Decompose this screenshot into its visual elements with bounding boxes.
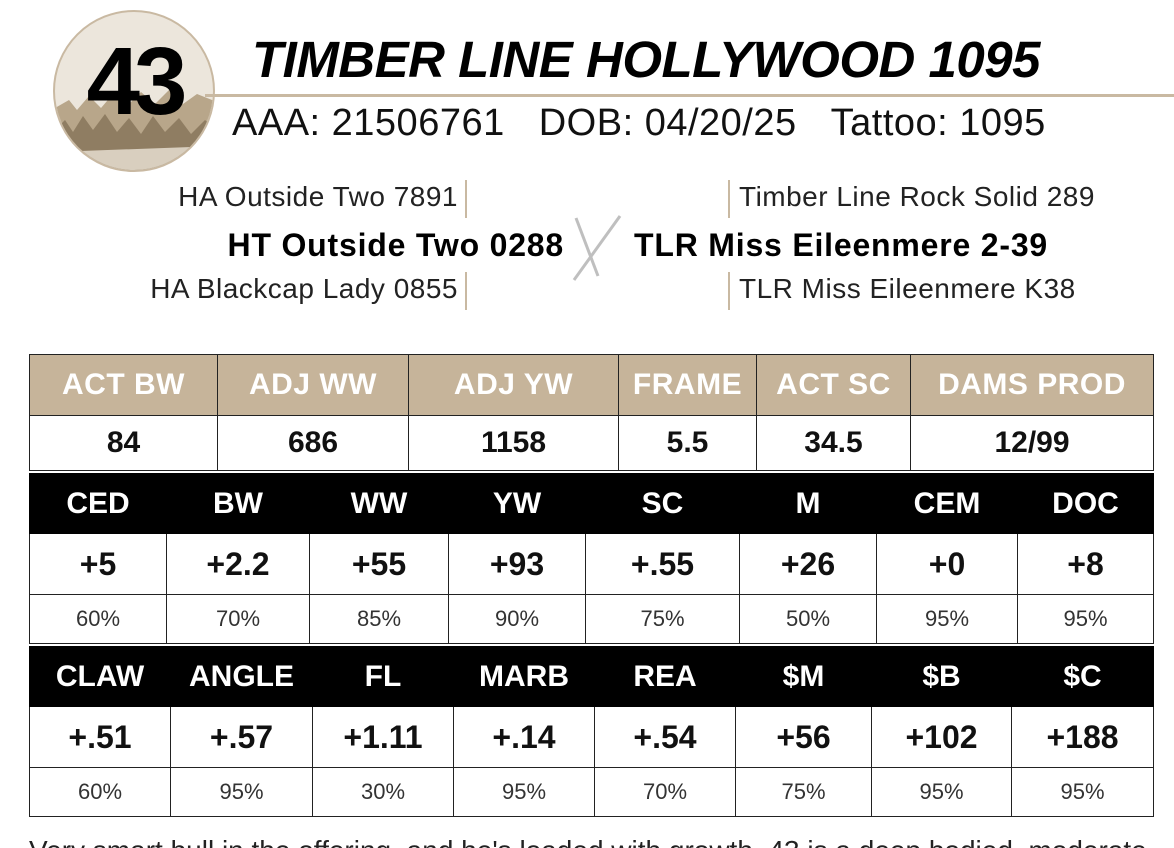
header-adj-yw: ADJ YW [408, 354, 619, 416]
value-doc: +8 [1017, 533, 1154, 595]
value-dollar-c: +188 [1011, 706, 1154, 768]
header-marb: MARB [453, 646, 595, 707]
animal-name: TIMBER LINE HOLLYWOOD 1095 [252, 31, 1040, 88]
percentile-bw: 70% [166, 594, 310, 644]
value-marb: +.14 [453, 706, 595, 768]
pedigree-dam-dam: TLR Miss Eileenmere K38 [739, 273, 1076, 304]
percentile-cem: 95% [876, 594, 1018, 644]
value-angle: +.57 [170, 706, 313, 768]
performance-header-row: ACT BW ADJ WW ADJ YW FRAME ACT SC DAMS P… [29, 354, 1154, 416]
value-dollar-m: +56 [735, 706, 872, 768]
percentile-dollar-b: 95% [871, 767, 1012, 817]
epd-value-row: +.51 +.57 +1.11 +.14 +.54 +56 +102 +188 [29, 706, 1154, 768]
value-yw: +93 [448, 533, 586, 595]
value-sc: +.55 [585, 533, 740, 595]
comments-text: Very smart bull in the offering, and he'… [29, 834, 1169, 848]
lot-number-badge: 43 [53, 10, 215, 172]
pedigree-bracket [465, 180, 467, 218]
header-yw: YW [448, 473, 586, 534]
lot-number: 43 [86, 28, 188, 135]
value-act-sc: 34.5 [756, 415, 911, 471]
header-ww: WW [309, 473, 449, 534]
pedigree-dam: TLR Miss Eileenmere 2-39 [634, 227, 1049, 263]
pedigree-cross-icon [572, 215, 622, 281]
value-act-bw: 84 [29, 415, 218, 471]
percentile-dollar-c: 95% [1011, 767, 1154, 817]
percentile-marb: 95% [453, 767, 595, 817]
header-act-bw: ACT BW [29, 354, 218, 416]
treeline-illustration [55, 90, 213, 170]
percentile-claw: 60% [29, 767, 171, 817]
registration-line: AAA: 21506761 DOB: 04/20/25 Tattoo: 1095 [232, 100, 1172, 146]
percentile-angle: 95% [170, 767, 313, 817]
percentile-ww: 85% [309, 594, 449, 644]
pedigree-dam-sire: Timber Line Rock Solid 289 [739, 181, 1095, 212]
epd-value-row: +5 +2.2 +55 +93 +.55 +26 +0 +8 [29, 533, 1154, 595]
title-divider [205, 94, 1174, 97]
header-dollar-b: $B [871, 646, 1012, 707]
value-dollar-b: +102 [871, 706, 1012, 768]
header-rea: REA [594, 646, 736, 707]
pedigree-bracket [465, 272, 467, 310]
performance-table: ACT BW ADJ WW ADJ YW FRAME ACT SC DAMS P… [29, 354, 1154, 471]
date-of-birth: DOB: 04/20/25 [538, 102, 797, 144]
value-ww: +55 [309, 533, 449, 595]
percentile-yw: 90% [448, 594, 586, 644]
value-adj-yw: 1158 [408, 415, 619, 471]
header-ced: CED [29, 473, 167, 534]
value-m: +26 [739, 533, 877, 595]
value-cem: +0 [876, 533, 1018, 595]
header-bw: BW [166, 473, 310, 534]
header-claw: CLAW [29, 646, 171, 707]
aaa-number: AAA: 21506761 [232, 102, 505, 144]
percentile-sc: 75% [585, 594, 740, 644]
epd-table-1: CED BW WW YW SC M CEM DOC +5 +2.2 +55 +9… [29, 473, 1154, 644]
epd-percentile-row: 60% 95% 30% 95% 70% 75% 95% 95% [29, 767, 1154, 817]
header-doc: DOC [1017, 473, 1154, 534]
percentile-doc: 95% [1017, 594, 1154, 644]
value-claw: +.51 [29, 706, 171, 768]
pedigree-sire: HT Outside Two 0288 [227, 227, 564, 263]
tattoo: Tattoo: 1095 [830, 102, 1046, 144]
value-dams-prod: 12/99 [910, 415, 1154, 471]
header-cem: CEM [876, 473, 1018, 534]
header-dams-prod: DAMS PROD [910, 354, 1154, 416]
performance-value-row: 84 686 1158 5.5 34.5 12/99 [29, 415, 1154, 471]
pedigree-bracket [728, 272, 730, 310]
header-sc: SC [585, 473, 740, 534]
header-act-sc: ACT SC [756, 354, 911, 416]
value-frame: 5.5 [618, 415, 757, 471]
percentile-rea: 70% [594, 767, 736, 817]
percentile-ced: 60% [29, 594, 167, 644]
value-fl: +1.11 [312, 706, 454, 768]
header-dollar-m: $M [735, 646, 872, 707]
epd-header-row: CED BW WW YW SC M CEM DOC [29, 473, 1154, 534]
header-fl: FL [312, 646, 454, 707]
percentile-fl: 30% [312, 767, 454, 817]
pedigree-sire-sire: HA Outside Two 7891 [178, 181, 458, 212]
value-ced: +5 [29, 533, 167, 595]
header-frame: FRAME [618, 354, 757, 416]
value-bw: +2.2 [166, 533, 310, 595]
header-m: M [739, 473, 877, 534]
pedigree-sire-dam: HA Blackcap Lady 0855 [150, 273, 458, 304]
epd-percentile-row: 60% 70% 85% 90% 75% 50% 95% 95% [29, 594, 1154, 644]
epd-table-2: CLAW ANGLE FL MARB REA $M $B $C +.51 +.5… [29, 646, 1154, 817]
header-adj-ww: ADJ WW [217, 354, 409, 416]
value-rea: +.54 [594, 706, 736, 768]
percentile-m: 50% [739, 594, 877, 644]
epd-header-row: CLAW ANGLE FL MARB REA $M $B $C [29, 646, 1154, 707]
header-dollar-c: $C [1011, 646, 1154, 707]
value-adj-ww: 686 [217, 415, 409, 471]
header-angle: ANGLE [170, 646, 313, 707]
percentile-dollar-m: 75% [735, 767, 872, 817]
pedigree-bracket [728, 180, 730, 218]
